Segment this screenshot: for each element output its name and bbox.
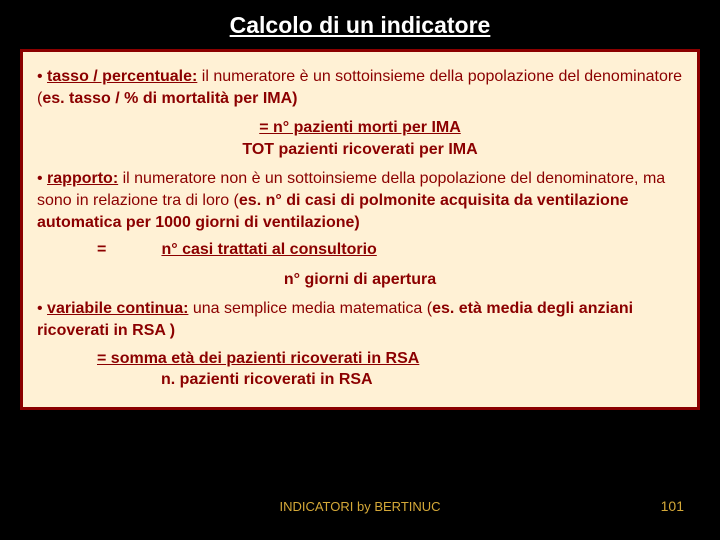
formula-variabile: = somma età dei pazienti ricoverati in R…: [97, 348, 683, 391]
formula-variabile-denominator: n. pazienti ricoverati in RSA: [161, 369, 683, 391]
term-variabile: variabile continua:: [47, 300, 188, 317]
formula-rapporto-denominator: n° giorni di apertura: [284, 271, 436, 288]
formula-rapporto-eq: =: [97, 239, 157, 261]
footer-text: INDICATORI by BERTINUC: [0, 499, 720, 514]
term-rapporto: rapporto:: [47, 170, 118, 187]
formula-variabile-numerator: = somma età dei pazienti ricoverati in R…: [97, 348, 683, 370]
formula-tasso-numerator: = n° pazienti morti per IMA: [37, 117, 683, 139]
example-tasso: es. tasso / % di mortalità per IMA): [42, 90, 297, 107]
page-number: 101: [661, 498, 684, 514]
formula-rapporto: = n° casi trattati al consultorio: [97, 239, 683, 261]
formula-rapporto-numerator: n° casi trattati al consultorio: [161, 241, 376, 258]
formula-tasso: = n° pazienti morti per IMA TOT pazienti…: [37, 117, 683, 160]
text-variabile: una semplice media matematica (: [188, 300, 432, 317]
bullet-tasso: • tasso / percentuale: il numeratore è u…: [37, 66, 683, 109]
formula-rapporto-bottom: n° giorni di apertura: [37, 269, 683, 291]
term-tasso: tasso / percentuale:: [47, 68, 197, 85]
formula-tasso-denominator: TOT pazienti ricoverati per IMA: [37, 139, 683, 161]
bullet-variabile: • variabile continua: una semplice media…: [37, 298, 683, 341]
slide-title: Calcolo di un indicatore: [20, 12, 700, 39]
content-box: • tasso / percentuale: il numeratore è u…: [20, 49, 700, 410]
bullet-rapporto: • rapporto: il numeratore non è un sotto…: [37, 168, 683, 233]
slide: Calcolo di un indicatore • tasso / perce…: [0, 0, 720, 540]
